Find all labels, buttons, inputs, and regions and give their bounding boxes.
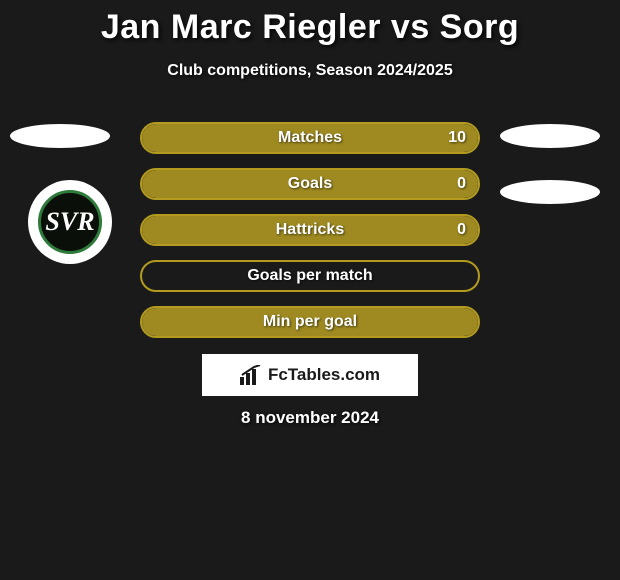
watermark-text: FcTables.com <box>268 365 380 385</box>
watermark-strip: FcTables.com <box>202 354 418 396</box>
stat-bar-value: 0 <box>457 221 466 239</box>
stat-bar-value: 0 <box>457 175 466 193</box>
stat-bar: Min per goal <box>140 306 480 338</box>
stat-bars: Matches 10 Goals 0 Hattricks 0 Goals per match… <box>140 122 480 352</box>
club-badge-monogram: SVR <box>38 190 102 254</box>
stat-bar-label: Goals per match <box>247 267 372 285</box>
player-right-avatar-placeholder <box>500 124 600 148</box>
subtitle: Club competitions, Season 2024/2025 <box>0 62 620 80</box>
player-right-club-placeholder <box>500 180 600 204</box>
stat-bar-label: Matches <box>278 129 342 147</box>
comparison-infographic: Jan Marc Riegler vs Sorg Club competitio… <box>0 0 620 580</box>
stat-bar-value: 10 <box>448 129 466 147</box>
stat-bar: Goals 0 <box>140 168 480 200</box>
stat-bar: Matches 10 <box>140 122 480 154</box>
stat-bar: Hattricks 0 <box>140 214 480 246</box>
player-left-club-badge: SVR <box>28 180 112 264</box>
page-title: Jan Marc Riegler vs Sorg <box>0 8 620 47</box>
watermark-chart-icon <box>240 365 262 385</box>
date-stamp: 8 november 2024 <box>0 408 620 428</box>
stat-bar-label: Goals <box>288 175 332 193</box>
stat-bar: Goals per match <box>140 260 480 292</box>
stat-bar-label: Hattricks <box>276 221 344 239</box>
player-left-avatar-placeholder <box>10 124 110 148</box>
stat-bar-label: Min per goal <box>263 313 357 331</box>
